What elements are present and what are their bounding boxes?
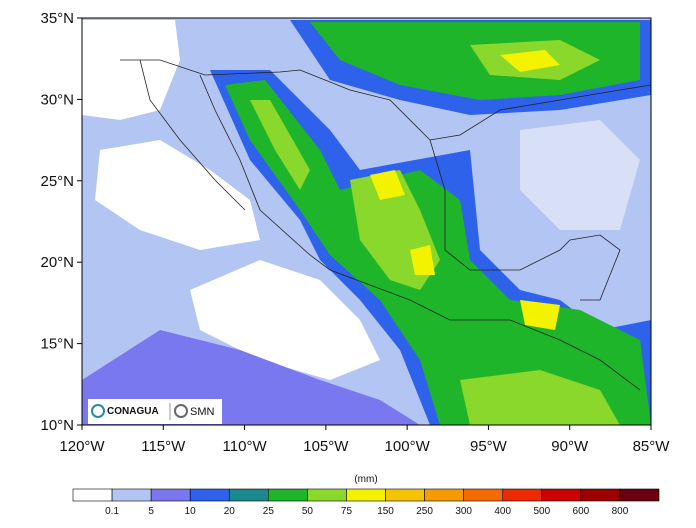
lat-tick-label: 30°N: [40, 91, 74, 108]
logo-smn: SMN: [190, 406, 215, 418]
colorbar-box: [72, 488, 113, 502]
colorbar-box: [150, 488, 191, 502]
colorbar-box: [228, 488, 269, 502]
precip-field: [82, 18, 651, 425]
colorbar-label: 400: [494, 506, 511, 517]
colorbar-label: 25: [263, 506, 275, 517]
colorbar-box: [580, 488, 621, 502]
colorbar-box: [463, 488, 504, 502]
lon-tick-label: 105°W: [303, 438, 349, 455]
map-frame: [81, 17, 652, 426]
lon-tick-label: 100°W: [385, 438, 431, 455]
colorbar-label: 0.1: [105, 506, 119, 517]
colorbar-box: [111, 488, 152, 502]
lat-tick-label: 25°N: [40, 173, 74, 190]
colorbar-label: 20: [224, 506, 236, 517]
logo-conagua: CONAGUA: [107, 406, 159, 417]
colorbar-label: 250: [416, 506, 433, 517]
lon-tick-label: 85°W: [633, 438, 671, 455]
lat-tick-label: 15°N: [40, 336, 74, 353]
colorbar-box: [502, 488, 543, 502]
colorbar-box: [424, 488, 464, 502]
colorbar-label: 800: [612, 506, 629, 517]
colorbar-box: [385, 488, 425, 502]
colorbar-box: [307, 488, 347, 502]
lon-tick-label: 90°W: [551, 438, 589, 455]
lon-tick-label: 95°W: [470, 438, 508, 455]
axis-ticks: 35°N 30°N 25°N 20°N 15°N 10°N 120°W 115°W 110°W 1…: [40, 10, 670, 455]
colorbar-unit: (mm): [354, 474, 377, 485]
lon-tick-label: 110°W: [223, 438, 268, 455]
colorbar-label: 500: [533, 506, 550, 517]
lat-tick-label: 35°N: [40, 10, 74, 27]
colorbar-box: [189, 488, 230, 502]
logo-box: [88, 399, 222, 424]
colorbar-label: 600: [573, 506, 590, 517]
colorbar-box: [619, 488, 660, 502]
colorbar-label: 150: [377, 506, 394, 517]
lat-tick-label: 10°N: [40, 417, 74, 434]
logo-icon: [91, 404, 105, 418]
lat-tick-label: 20°N: [40, 254, 74, 271]
lon-tick-label: 115°W: [141, 438, 186, 455]
colorbar-label: 50: [302, 506, 314, 517]
colorbar-label: 300: [455, 506, 472, 517]
colorbar: 0.1 5 10 20 25 50 75 150 250 300 400 500 600 800: [72, 488, 660, 517]
colorbar-box: [541, 488, 582, 502]
colorbar-label: 10: [185, 506, 197, 517]
colorbar-label: 5: [148, 506, 154, 517]
colorbar-label: 75: [341, 506, 353, 517]
logo-icon: [174, 404, 188, 418]
colorbar-box: [346, 488, 386, 502]
lon-tick-label: 120°W: [59, 438, 105, 455]
colorbar-box: [268, 488, 308, 502]
